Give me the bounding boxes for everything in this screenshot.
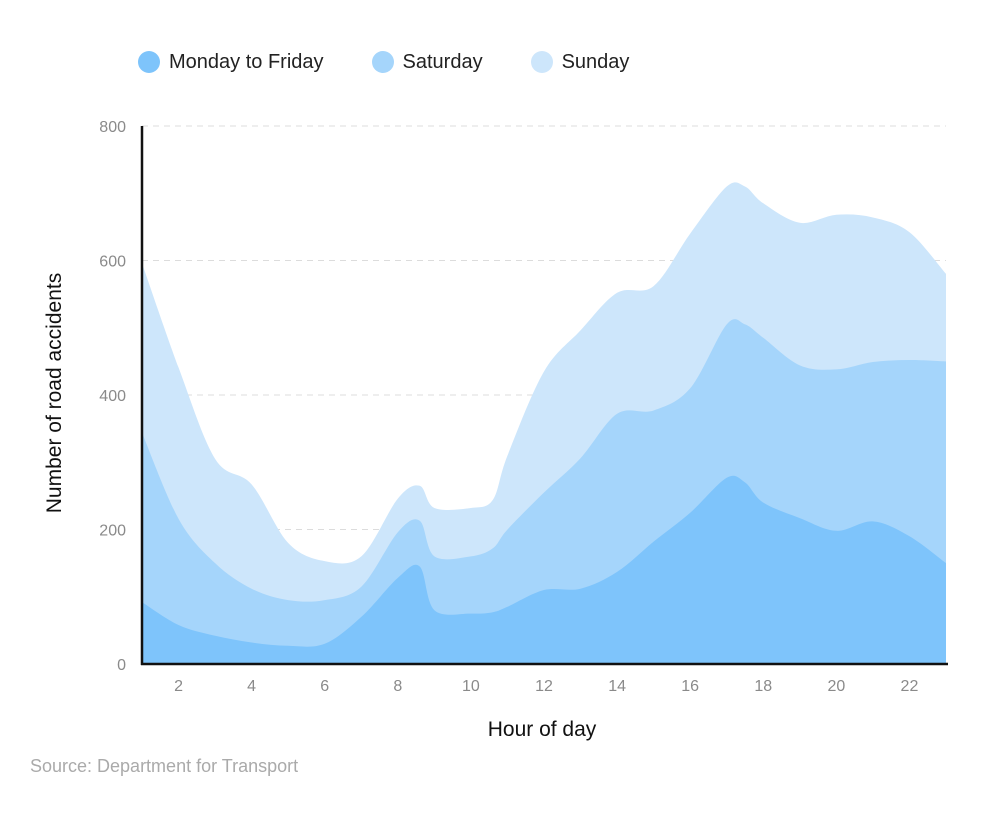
legend-item-saturday[interactable]: Saturday <box>371 50 483 74</box>
legend-label-monday-to-friday: Monday to Friday <box>169 50 324 73</box>
area-series <box>142 182 946 664</box>
x-tick-label-22: 22 <box>901 678 919 695</box>
source-note: Source: Department for Transport <box>30 756 299 776</box>
x-axis-title: Hour of day <box>488 718 597 741</box>
y-axis-title: Number of road accidents <box>43 273 66 513</box>
x-tick-label-18: 18 <box>754 678 772 695</box>
x-tick-label-10: 10 <box>462 678 480 695</box>
legend-label-sunday: Sunday <box>561 50 630 73</box>
y-tick-label-200: 200 <box>99 523 126 540</box>
x-tick-label-4: 4 <box>247 678 256 695</box>
y-tick-label-400: 400 <box>99 388 126 405</box>
legend-swatch-sunday <box>530 51 553 73</box>
legend: Monday to Friday Saturday Sunday <box>138 48 677 76</box>
x-tick-label-20: 20 <box>827 678 845 695</box>
x-tick-label-6: 6 <box>320 678 329 695</box>
legend-item-sunday[interactable]: Sunday <box>530 50 630 74</box>
y-tick-label-600: 600 <box>99 254 126 271</box>
axes <box>140 126 948 666</box>
y-tick-label-800: 800 <box>99 119 126 136</box>
area-monday-to-friday[interactable] <box>142 475 946 664</box>
legend-label-saturday: Saturday <box>402 50 483 73</box>
legend-swatch-monday-to-friday <box>138 51 160 73</box>
x-tick-label-14: 14 <box>608 678 626 695</box>
x-tick-label-16: 16 <box>681 678 699 695</box>
y-tick-label-0: 0 <box>117 657 126 674</box>
x-tick-label-12: 12 <box>535 678 553 695</box>
legend-swatch-saturday <box>371 51 394 73</box>
tick-labels: 0 200 400 600 800 2 4 6 8 10 12 14 16 18 20 22 <box>99 119 918 695</box>
legend-item-monday-to-friday[interactable]: Monday to Friday <box>138 51 324 74</box>
x-tick-label-2: 2 <box>174 678 183 695</box>
x-tick-label-8: 8 <box>393 678 402 695</box>
